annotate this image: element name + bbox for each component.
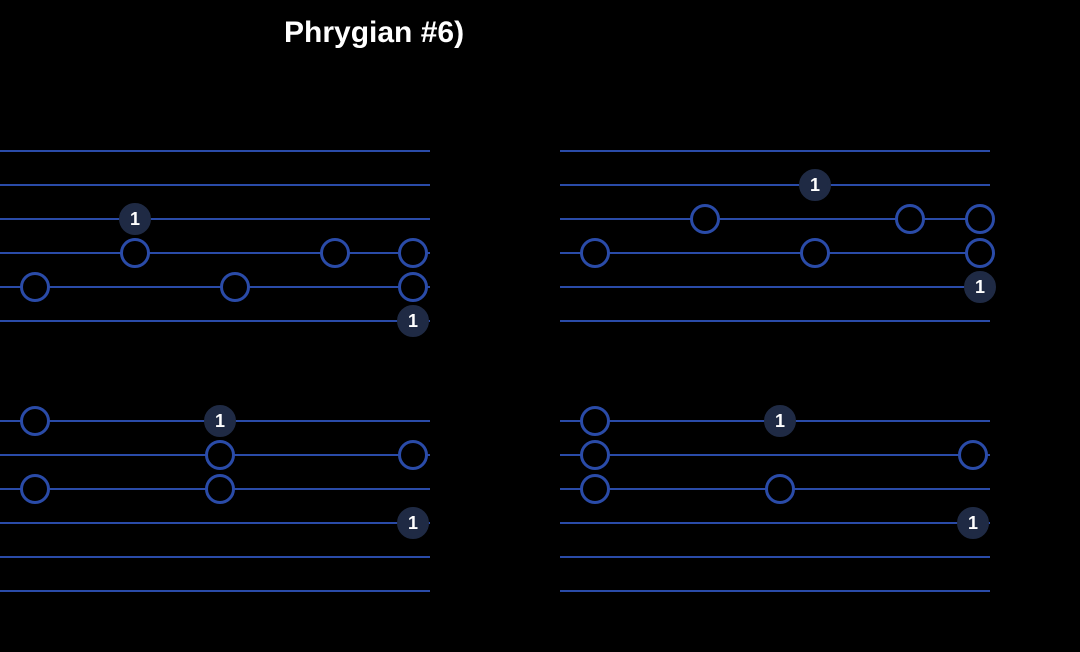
string-line xyxy=(0,252,430,254)
root-note: 1 xyxy=(397,507,429,539)
root-note: 1 xyxy=(799,169,831,201)
scale-note xyxy=(580,440,610,470)
scale-note xyxy=(965,204,995,234)
page-title: Phrygian #6) xyxy=(284,16,464,50)
scale-note xyxy=(20,406,50,436)
root-note: 1 xyxy=(204,405,236,437)
scale-note xyxy=(398,440,428,470)
string-line xyxy=(560,252,990,254)
scale-note xyxy=(895,204,925,234)
scale-note xyxy=(580,406,610,436)
root-note: 1 xyxy=(764,405,796,437)
scale-note xyxy=(765,474,795,504)
fret-diagram: 11 xyxy=(0,150,430,324)
fret-diagram: 11 xyxy=(0,420,430,594)
string-line xyxy=(560,286,990,288)
string-line xyxy=(0,556,430,558)
string-line xyxy=(560,522,990,524)
scale-note xyxy=(800,238,830,268)
string-line xyxy=(560,184,990,186)
string-line xyxy=(560,454,990,456)
scale-note xyxy=(580,474,610,504)
root-note: 1 xyxy=(957,507,989,539)
root-note: 1 xyxy=(119,203,151,235)
scale-note xyxy=(20,474,50,504)
scale-note xyxy=(398,238,428,268)
scale-note xyxy=(120,238,150,268)
string-line xyxy=(0,150,430,152)
string-line xyxy=(0,286,430,288)
string-line xyxy=(0,218,430,220)
scale-note xyxy=(580,238,610,268)
scale-note xyxy=(965,238,995,268)
string-line xyxy=(0,590,430,592)
fret-diagram: 11 xyxy=(560,150,990,324)
scale-note xyxy=(205,474,235,504)
fret-diagram: 11 xyxy=(560,420,990,594)
string-line xyxy=(560,556,990,558)
scale-note xyxy=(20,272,50,302)
scale-note xyxy=(958,440,988,470)
scale-note xyxy=(220,272,250,302)
string-line xyxy=(0,522,430,524)
string-line xyxy=(0,320,430,322)
root-note: 1 xyxy=(964,271,996,303)
string-line xyxy=(0,184,430,186)
scale-note xyxy=(690,204,720,234)
scale-note xyxy=(205,440,235,470)
scale-note xyxy=(320,238,350,268)
string-line xyxy=(560,218,990,220)
scale-note xyxy=(398,272,428,302)
root-note: 1 xyxy=(397,305,429,337)
string-line xyxy=(560,590,990,592)
string-line xyxy=(560,150,990,152)
string-line xyxy=(560,320,990,322)
